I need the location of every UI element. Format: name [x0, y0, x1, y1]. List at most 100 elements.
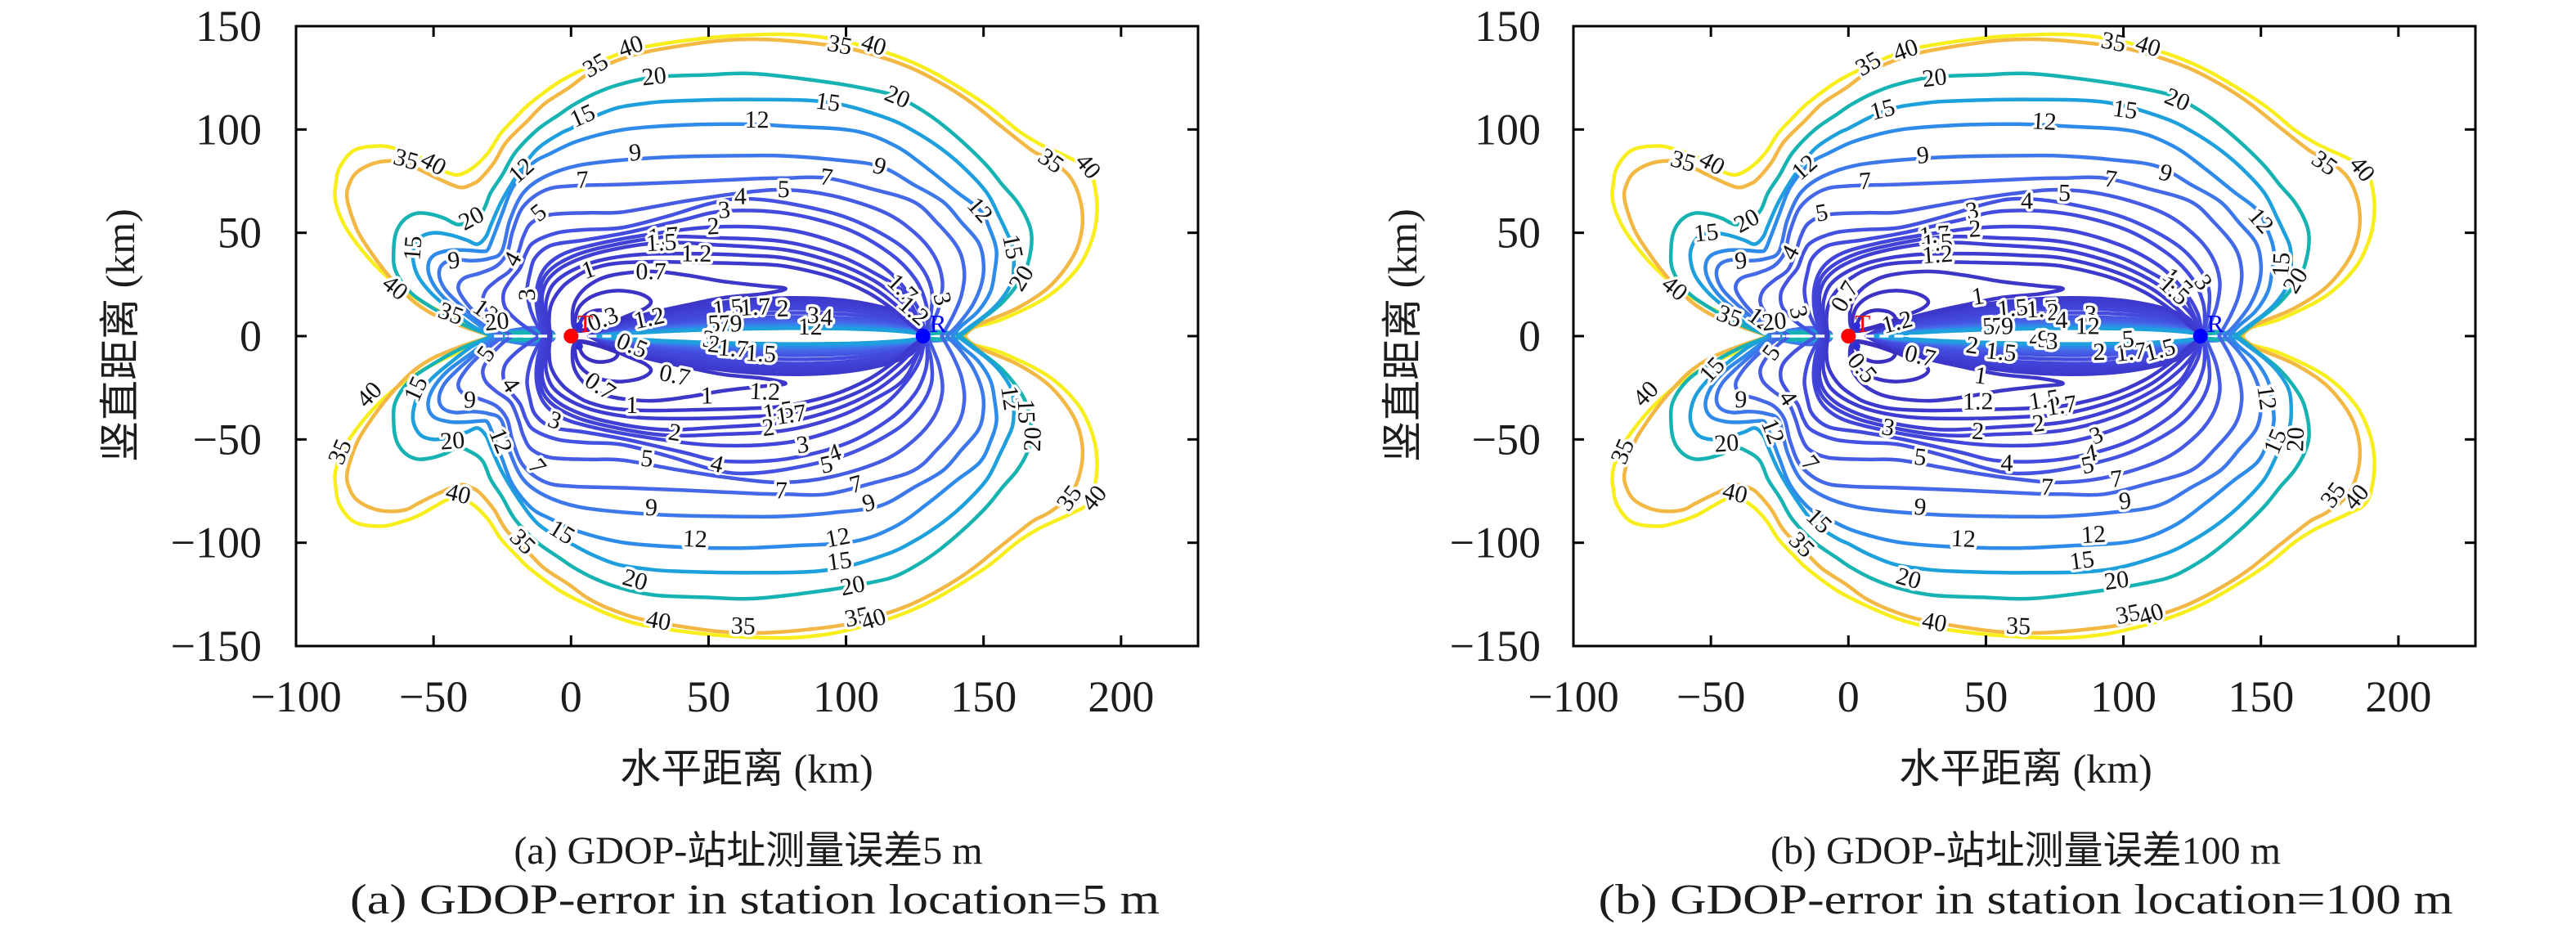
contour-level-5-upper: [481, 187, 945, 337]
axis-arc-level-3-upper: [1869, 311, 2204, 339]
contour-label: 1.5: [711, 294, 745, 324]
contour-label: 7: [2040, 473, 2053, 501]
axis-arc-level-2-upper: [590, 307, 927, 339]
contour-label: 1.7: [2026, 294, 2058, 323]
x-tick-label: −50: [1676, 672, 1745, 721]
contour-level-35-lower: [1622, 335, 2363, 635]
contour-label: 9: [463, 386, 476, 413]
station-marker-R: [915, 329, 931, 343]
contour-label: 4: [2000, 450, 2013, 477]
contour-level-3-upper: [1802, 209, 2207, 337]
contour-label: 9: [1734, 247, 1748, 275]
contour-label: 12: [2251, 384, 2282, 411]
contour-label: 9: [1735, 386, 1748, 413]
contour-label: 9: [1915, 141, 1930, 169]
contour-label: 1.7: [774, 399, 808, 430]
caption-cn: (a) GDOP-站址测量误差5 m: [514, 829, 982, 873]
contour-level-12-lower: [1703, 335, 2276, 550]
contour-label: 1.5: [1922, 228, 1954, 257]
contour-label: 1.5: [745, 339, 777, 368]
contour-label: 1.2: [681, 240, 712, 267]
auxiliary-point-marker: [575, 343, 583, 351]
contour-level-4-upper: [1779, 196, 2212, 337]
contour-level-20-lower: [391, 335, 1034, 601]
contour-level-12-upper: [426, 122, 999, 337]
y-tick-label: 50: [218, 209, 262, 258]
station-label-T: T: [577, 309, 593, 338]
contour-level-20-upper: [1668, 71, 2311, 337]
contour-label: 12: [2031, 107, 2058, 136]
contour-level-3-lower: [525, 335, 930, 464]
axis-arc-level-3-lower: [1869, 334, 2204, 361]
station-marker-T: [563, 329, 579, 343]
contour-label: 7: [576, 166, 590, 194]
contour-level-9-upper: [1714, 153, 2264, 337]
contour-label: 12: [744, 106, 769, 133]
contour-label: 40: [1920, 607, 1950, 638]
contour-label: 9: [2001, 312, 2014, 340]
x-tick-label: 100: [2090, 672, 2156, 721]
y-tick-label: −100: [1450, 518, 1541, 568]
contour-label: 1.5: [645, 228, 677, 257]
caption-en: (a) GDOP-error in station location=5 m: [350, 877, 1160, 923]
contour-level-40-lower: [333, 335, 1099, 640]
contour-label: 15: [1693, 218, 1720, 248]
contour-level-0.7-lower: [1847, 339, 2065, 403]
contour-label: 2: [1968, 215, 1981, 243]
contour-label: 1.7: [1918, 220, 1950, 249]
contour-level-1.2-upper: [544, 251, 927, 337]
contour-label: 9: [644, 494, 657, 522]
contour-label: 15: [825, 546, 853, 577]
contour-level-1.5-upper: [1817, 240, 2204, 337]
contour-label: 7: [1991, 312, 2004, 340]
x-tick-label: −50: [399, 672, 468, 721]
auxiliary-point-marker: [575, 321, 583, 330]
contour-level-5-lower: [1758, 335, 2222, 485]
y-axis-label: 竖直距离 (km): [97, 209, 143, 462]
y-tick-label: 150: [195, 2, 262, 51]
contour-level-0.5-upper: [572, 289, 653, 334]
contour-label: 3: [2084, 301, 2097, 328]
contour-label: 4: [820, 304, 833, 332]
contour-level-12-upper: [1703, 122, 2276, 337]
contour-label: 20: [1019, 427, 1047, 452]
contour-level-1.5-upper: [540, 240, 927, 337]
contour-level-1.7-lower: [536, 335, 927, 438]
contour-label: 1.2: [749, 378, 781, 406]
contour-label: 20: [640, 61, 668, 91]
contour-label: 15: [2267, 252, 2295, 277]
contour-label: 20: [2282, 427, 2309, 452]
contour-level-1-upper: [1824, 259, 2204, 337]
contour-level-3-upper: [525, 209, 930, 337]
contour-level-0.3-lower: [1855, 340, 1897, 364]
y-axis-label: 竖直距离 (km): [1380, 209, 1425, 462]
contour-level-7-lower: [456, 335, 967, 497]
x-axis-label: 水平距离 (km): [1899, 746, 2152, 792]
contour-level-35-lower: [344, 335, 1085, 635]
contour-level-12-lower: [426, 335, 999, 550]
contour-label: 20: [1761, 307, 1788, 336]
contour-label: 9: [2037, 325, 2050, 352]
contour-label: 1: [701, 382, 714, 409]
y-tick-label: 0: [1519, 312, 1541, 361]
x-tick-label: 50: [686, 672, 730, 721]
contour-label: 3: [806, 302, 819, 329]
contour-label: 12: [682, 525, 708, 553]
contour-level-4-lower: [1779, 335, 2212, 476]
x-tick-label: 150: [2228, 672, 2294, 721]
contour-level-1.7-upper: [1814, 235, 2204, 337]
contour-level-40-lower: [1610, 335, 2376, 640]
contour-level-1.7-lower: [1814, 335, 2204, 438]
contour-level-9-upper: [437, 153, 986, 337]
contour-level-15-lower: [1688, 335, 2294, 575]
station-marker-R: [2192, 329, 2208, 343]
contour-label: 35: [825, 29, 855, 61]
contour-level-7-upper: [456, 175, 967, 337]
x-tick-label: 50: [1963, 672, 2008, 721]
y-tick-label: 100: [1474, 105, 1541, 154]
contour-label: 1.2: [1921, 240, 1954, 270]
y-tick-label: −100: [171, 518, 262, 568]
